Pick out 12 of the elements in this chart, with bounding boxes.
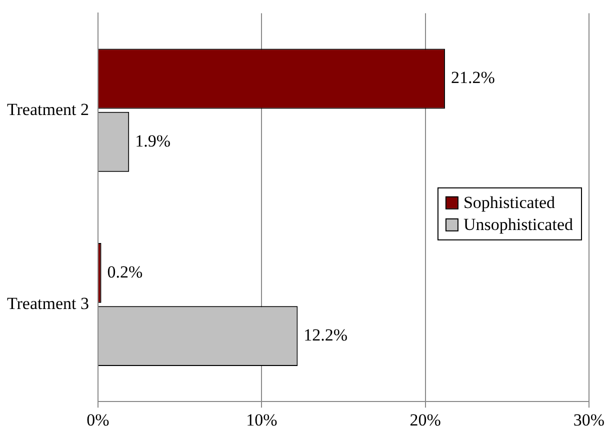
x-tick-label: 20% — [410, 410, 441, 430]
x-tick-label: 0% — [86, 410, 110, 430]
data-label: 12.2% — [304, 326, 348, 345]
y-tick-label: Treatment 2 — [6, 100, 90, 119]
y-tick-label: Treatment 3 — [6, 294, 90, 313]
x-tick-label: 30% — [573, 410, 605, 430]
legend-label: Sophisticated — [463, 192, 556, 212]
data-label: 0.2% — [107, 262, 143, 282]
legend-label: Unsophisticated — [463, 214, 574, 234]
data-label: 21.2% — [450, 68, 495, 88]
x-tick-label: 10% — [246, 410, 278, 430]
data-label: 1.9% — [135, 131, 171, 150]
